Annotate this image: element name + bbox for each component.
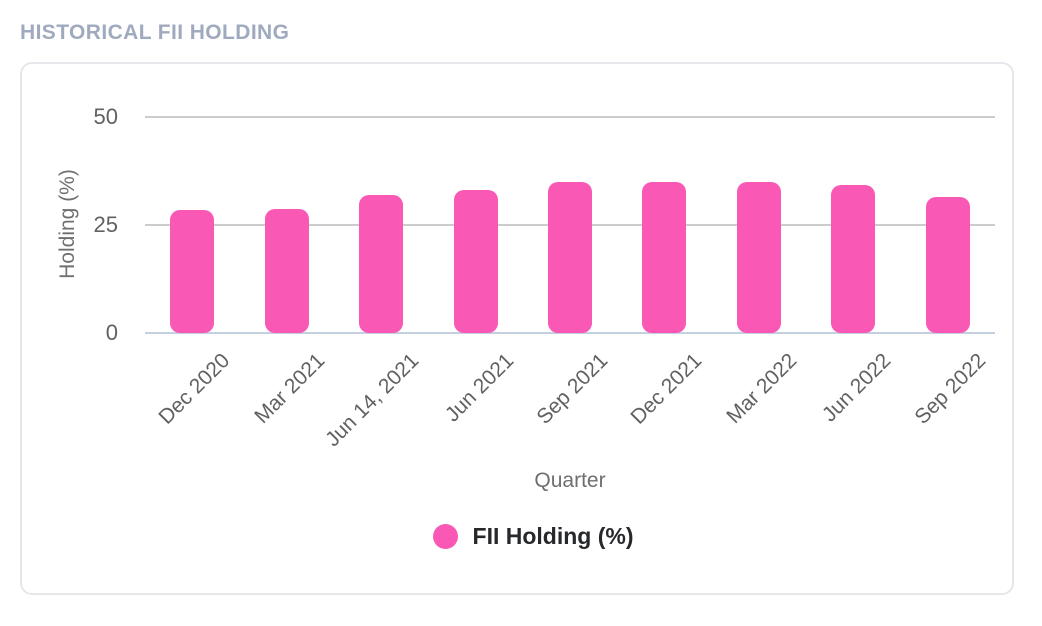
bar-dec-2021[interactable] [642, 181, 687, 333]
gridline-50 [145, 116, 995, 118]
bar-slot [901, 117, 995, 333]
legend-item-fii-holding[interactable]: FII Holding (%) [432, 523, 634, 550]
y-tick-0: 0 [105, 320, 118, 345]
y-tick-25: 25 [93, 212, 118, 237]
x-label-dec-2020: Dec 2020 [154, 349, 235, 429]
bar-sep-2021[interactable] [547, 181, 592, 333]
bar-mar-2021[interactable] [264, 208, 309, 333]
bar-slot [239, 117, 333, 333]
legend: FII Holding (%) [38, 523, 1028, 550]
plot-area [145, 116, 995, 334]
bar-sep-2022[interactable] [925, 196, 970, 333]
bar-slot [334, 117, 428, 333]
bar-slot [428, 117, 522, 333]
bar-jun-2022[interactable] [831, 185, 876, 333]
x-label-jun-14-2021: Jun 14, 2021 [321, 349, 424, 452]
x-label-jun-2021: Jun 2021 [440, 349, 518, 427]
bar-slot [617, 117, 711, 333]
x-axis-labels: Dec 2020 Mar 2021 Jun 14, 2021 Jun 2021 Sep … [145, 333, 995, 468]
bar-slot [523, 117, 617, 333]
gridline-0 [145, 332, 995, 334]
bar-slot [806, 117, 900, 333]
y-axis-title: Holding (%) [56, 169, 79, 279]
bar-mar-2022[interactable] [736, 181, 781, 333]
chart-card: 50 25 0 Holding (%) Dec 2020 Mar 2021 Jun 14… [20, 62, 1014, 595]
x-label-sep-2022: Sep 2022 [910, 349, 991, 429]
y-tick-50: 50 [93, 104, 118, 129]
y-axis-ticks: 50 25 0 [22, 64, 118, 593]
legend-label: FII Holding (%) [472, 523, 634, 549]
x-label-mar-2021: Mar 2021 [249, 349, 329, 428]
bar-jun-14-2021[interactable] [359, 194, 404, 333]
bar-dec-2020[interactable] [170, 210, 215, 333]
x-label-jun-2022: Jun 2022 [818, 349, 896, 427]
bar-jun-2021[interactable] [453, 190, 498, 333]
x-axis-title: Quarter [534, 469, 606, 492]
bar-slot [712, 117, 806, 333]
x-label-mar-2022: Mar 2022 [722, 349, 802, 428]
legend-marker-icon [432, 524, 458, 549]
x-label-sep-2021: Sep 2021 [532, 349, 613, 429]
bars-row [145, 117, 995, 333]
x-label-dec-2021: Dec 2021 [626, 349, 707, 429]
section-title: HISTORICAL FII HOLDING [20, 21, 290, 44]
bar-slot [145, 117, 239, 333]
